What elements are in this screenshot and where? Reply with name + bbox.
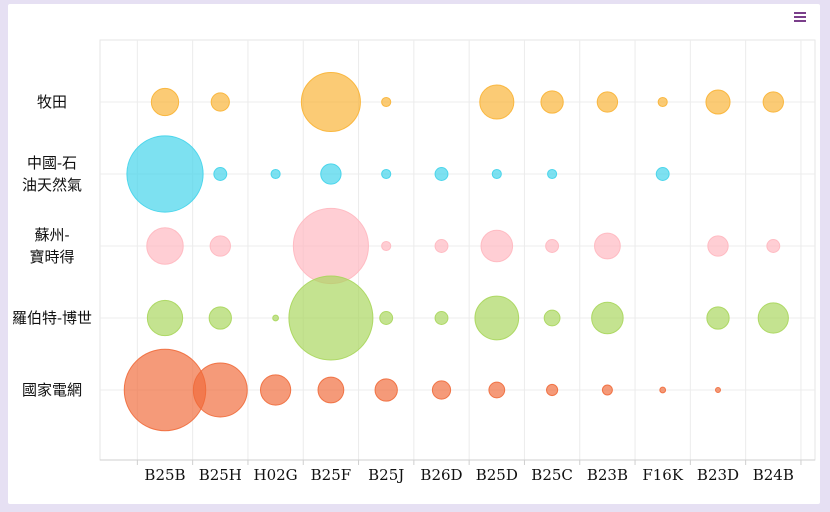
x-tick-label: B25C [531, 466, 573, 484]
bubble-point[interactable] [591, 301, 624, 335]
bubble-point[interactable] [288, 275, 374, 361]
bubble-point[interactable] [479, 84, 515, 120]
bubble-point[interactable] [126, 135, 204, 213]
x-tick-label: H02G [254, 466, 298, 484]
x-tick-label: B25F [311, 466, 352, 484]
bubble-point[interactable] [547, 168, 558, 180]
y-tick-label: 羅伯特-博世 [12, 309, 92, 327]
bubble-point[interactable] [292, 207, 369, 285]
x-tick-label: F16K [642, 466, 683, 484]
bubble-point[interactable] [434, 311, 449, 325]
bubble-point[interactable] [270, 168, 281, 180]
bubble-point[interactable] [381, 168, 392, 180]
bubble-point[interactable] [706, 306, 730, 330]
bubble-point[interactable] [320, 163, 342, 185]
bubble-point[interactable] [480, 229, 514, 263]
bubble-point[interactable] [374, 378, 398, 402]
x-tick-label: B23B [587, 466, 628, 484]
bubble-point[interactable] [259, 374, 292, 406]
x-tick-label: B25H [199, 466, 242, 484]
bubble-point[interactable] [757, 302, 789, 334]
y-tick-label: 蘇州-寶時得 [29, 226, 74, 266]
bubble-point[interactable] [596, 91, 619, 113]
bubble-point[interactable] [381, 96, 392, 108]
x-tick-label: B25B [144, 466, 185, 484]
bubble-point[interactable] [766, 239, 781, 253]
bubble-point[interactable] [543, 309, 561, 327]
bubble-point[interactable] [705, 89, 731, 115]
y-tick-label: 牧田 [37, 93, 67, 111]
bubble-point[interactable] [707, 235, 729, 257]
bubble-point[interactable] [657, 96, 668, 108]
bubble-point[interactable] [150, 87, 180, 117]
bubble-point[interactable] [546, 383, 559, 397]
y-tick-label: 國家電網 [22, 381, 82, 399]
bubble-point[interactable] [594, 232, 621, 260]
bubble-point[interactable] [192, 362, 248, 418]
y-tick-label: 中國-石油天然氣 [22, 154, 82, 194]
x-tick-label: B24B [753, 466, 794, 484]
x-tick-label: B25D [476, 466, 518, 484]
bubble-point[interactable] [272, 314, 279, 322]
bubbles [123, 71, 789, 432]
bubble-point[interactable] [488, 381, 506, 399]
bubble-point[interactable] [213, 167, 228, 181]
bubble-point[interactable] [434, 239, 449, 253]
bubble-point[interactable] [317, 376, 345, 404]
bubble-point[interactable] [601, 384, 613, 396]
hamburger-menu-icon[interactable] [794, 10, 806, 24]
bubble-point[interactable] [491, 168, 502, 180]
bubble-point[interactable] [540, 90, 564, 114]
bubble-point[interactable] [379, 311, 394, 325]
bubble-point[interactable] [762, 91, 784, 113]
x-tick-label: B26D [420, 466, 462, 484]
bubble-point[interactable] [715, 387, 721, 393]
bubble-point[interactable] [474, 295, 520, 341]
bubble-point[interactable] [655, 167, 670, 181]
bubble-point[interactable] [146, 299, 184, 337]
x-tick-label: B23D [697, 466, 739, 484]
bubble-point[interactable] [659, 386, 667, 394]
bubble-point[interactable] [210, 92, 230, 112]
bubble-point[interactable] [146, 227, 184, 265]
x-tick-label: B25J [368, 466, 404, 484]
bubble-point[interactable] [431, 380, 452, 400]
bubble-point[interactable] [208, 306, 232, 330]
bubble-point[interactable] [545, 239, 560, 253]
bubble-point[interactable] [209, 235, 231, 257]
bubble-point[interactable] [381, 240, 392, 252]
bubble-point[interactable] [434, 167, 449, 181]
bubble-point[interactable] [300, 71, 361, 133]
